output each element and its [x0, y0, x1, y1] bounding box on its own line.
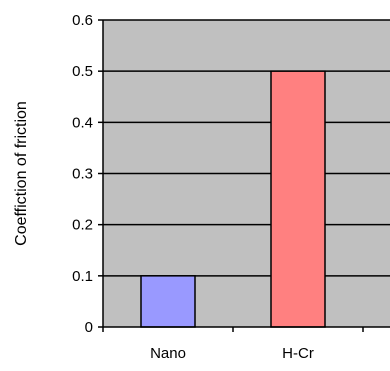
x-ticks: Nano H-Cr	[102, 327, 364, 362]
bar-nano	[140, 275, 196, 328]
y-tick-label: 0.6	[72, 12, 93, 29]
bar-h-cr	[270, 70, 326, 328]
y-axis-title: Coeffiction of friction	[13, 101, 30, 246]
x-tick-label: H-Cr	[282, 345, 314, 362]
y-ticks: 0 0.1 0.2 0.3 0.4 0.5 0.6	[72, 12, 103, 336]
y-tick-label: 0	[85, 319, 93, 336]
y-tick-label: 0.5	[72, 63, 93, 80]
y-tick-label: 0.4	[72, 114, 93, 131]
y-tick-label: 0.3	[72, 166, 93, 183]
x-tick-label: Nano	[150, 345, 186, 362]
y-tick-label: 0.2	[72, 217, 93, 234]
y-tick-label: 0.1	[72, 268, 93, 285]
